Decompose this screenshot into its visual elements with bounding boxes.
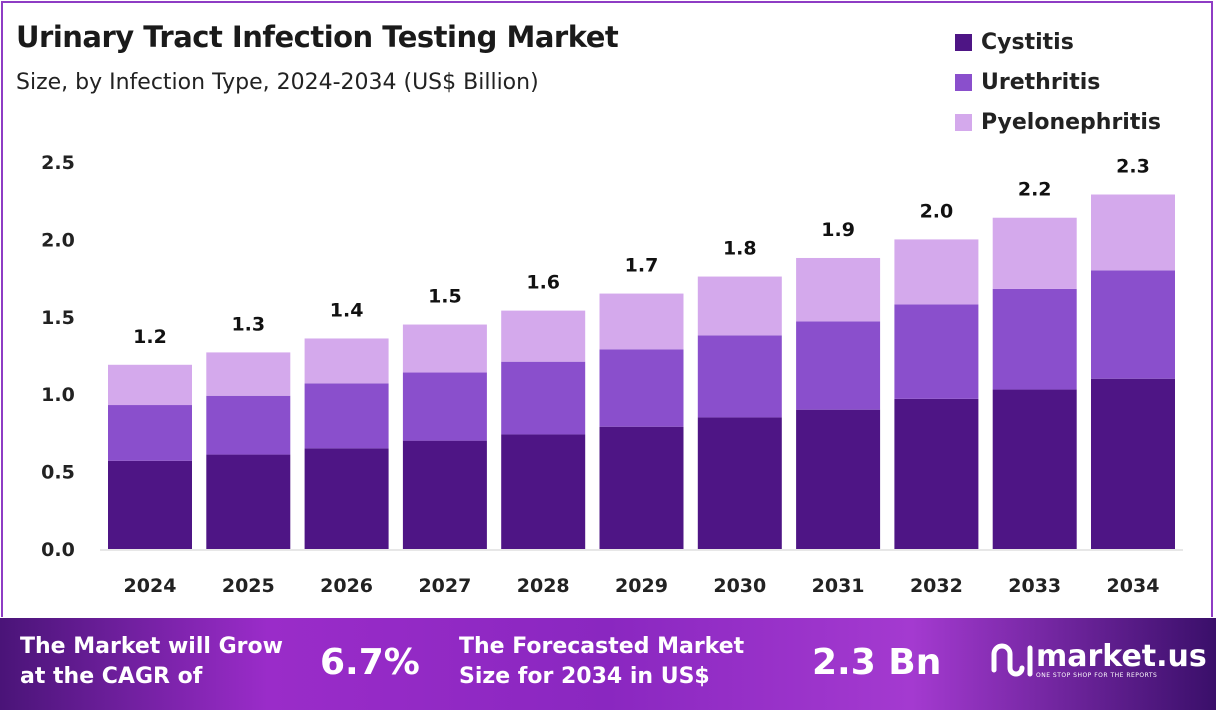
total-label: 2.0 [920, 200, 954, 222]
forecast-value: 2.3 Bn [812, 642, 942, 683]
bar-segment-urethritis [697, 335, 782, 418]
bar-segment-pyelonephritis [599, 293, 684, 350]
logo-icon [991, 643, 1033, 677]
chart-subtitle: Size, by Infection Type, 2024-2034 (US$ … [16, 70, 539, 95]
total-label: 1.8 [723, 238, 757, 260]
bar-segment-cystitis [108, 460, 192, 549]
legend-swatch [955, 73, 972, 91]
chart-title: Urinary Tract Infection Testing Market [16, 20, 619, 54]
bar-segment-urethritis [402, 372, 487, 441]
total-label: 1.4 [330, 299, 364, 321]
y-tick-label: 2.0 [41, 229, 75, 251]
bar-segment-urethritis [206, 395, 291, 455]
x-tick-label: 2025 [222, 575, 275, 597]
bar-segment-pyelonephritis [304, 338, 389, 384]
bar-segment-cystitis [992, 389, 1077, 549]
legend-item-cystitis: Cystitis [955, 22, 1161, 62]
total-label: 1.6 [526, 272, 560, 294]
bar-segment-cystitis [402, 440, 487, 549]
cagr-value: 6.7% [320, 642, 420, 683]
forecast-label: The Forecasted Market Size for 2034 in US… [459, 634, 745, 689]
bar-segment-pyelonephritis [501, 310, 586, 362]
x-tick-label: 2026 [320, 575, 373, 597]
total-label: 1.3 [231, 313, 265, 335]
chart-frame [1, 1, 1213, 617]
footer-banner: The Market will Grow at the CAGR of 6.7% … [0, 618, 1216, 710]
x-tick-label: 2034 [1107, 575, 1160, 597]
bar-segment-cystitis [894, 398, 979, 549]
x-tick-label: 2029 [615, 575, 668, 597]
y-tick-label: 0.0 [41, 539, 75, 561]
bar-segment-pyelonephritis [796, 257, 881, 322]
bar-segment-cystitis [796, 409, 881, 549]
x-tick-label: 2032 [910, 575, 963, 597]
bar-segment-cystitis [206, 454, 291, 549]
y-tick-label: 1.5 [41, 307, 75, 329]
x-tick-label: 2024 [124, 575, 177, 597]
bar-segment-cystitis [697, 417, 782, 549]
total-label: 1.2 [133, 326, 167, 348]
x-tick-label: 2031 [812, 575, 865, 597]
bar-segment-urethritis [108, 405, 192, 461]
y-tick-label: 0.5 [41, 462, 75, 484]
bar-segment-cystitis [304, 448, 389, 549]
bar-segment-urethritis [894, 304, 979, 399]
bar-segment-cystitis [501, 434, 586, 549]
total-label: 1.5 [428, 286, 462, 308]
legend-label: Pyelonephritis [981, 109, 1161, 135]
legend-item-pyelonephritis: Pyelonephritis [955, 102, 1161, 142]
bar-segment-urethritis [1091, 270, 1175, 379]
total-label: 1.9 [821, 219, 855, 241]
bar-segment-pyelonephritis [992, 217, 1077, 289]
bar-segment-pyelonephritis [1091, 194, 1175, 271]
market-us-logo: market.us ONE STOP SHOP FOR THE REPORTS [988, 640, 1207, 680]
legend-label: Urethritis [981, 69, 1101, 95]
stacked-bar-chart: 0.0 0.5 1.0 1.5 2.0 2.5 1.2 2024 1.3 2025 1.4 2026 1… [41, 152, 1183, 597]
cagr-label: The Market will Grow at the CAGR of [20, 634, 283, 689]
legend-swatch [955, 113, 972, 131]
legend-swatch [955, 33, 972, 51]
bar-segment-cystitis [599, 426, 684, 549]
bar-segment-pyelonephritis [206, 352, 291, 396]
bar-segment-pyelonephritis [894, 239, 979, 305]
y-tick-label: 1.0 [41, 384, 75, 406]
bar-segment-urethritis [501, 361, 586, 435]
legend: Cystitis Urethritis Pyelonephritis [955, 22, 1161, 142]
total-label: 2.3 [1116, 156, 1150, 178]
bar-segment-pyelonephritis [697, 276, 782, 336]
bar-segment-cystitis [1091, 378, 1175, 549]
bar-segment-pyelonephritis [108, 364, 192, 406]
total-label: 2.2 [1018, 179, 1052, 201]
bar-segment-urethritis [599, 349, 684, 427]
x-tick-label: 2027 [418, 575, 471, 597]
bar-segment-urethritis [796, 321, 881, 410]
bar-segment-urethritis [992, 288, 1077, 390]
y-tick-label: 2.5 [41, 152, 75, 174]
total-label: 1.7 [625, 255, 659, 277]
legend-label: Cystitis [981, 29, 1074, 55]
x-tick-label: 2033 [1008, 575, 1061, 597]
legend-item-urethritis: Urethritis [955, 62, 1161, 102]
bar-segment-urethritis [304, 383, 389, 449]
x-tick-label: 2028 [517, 575, 570, 597]
bar-segment-pyelonephritis [402, 324, 487, 373]
x-tick-label: 2030 [713, 575, 766, 597]
